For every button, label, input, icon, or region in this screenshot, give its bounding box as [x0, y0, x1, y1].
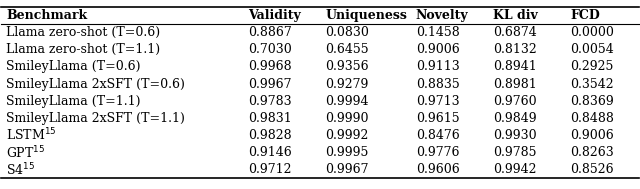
Text: 0.8263: 0.8263 [570, 146, 614, 159]
Text: 0.9760: 0.9760 [493, 95, 536, 108]
Text: 0.9279: 0.9279 [325, 77, 369, 91]
Text: 0.9606: 0.9606 [415, 163, 460, 176]
Text: SmileyLlama 2xSFT (T=1.1): SmileyLlama 2xSFT (T=1.1) [6, 112, 186, 125]
Text: 0.9783: 0.9783 [248, 95, 292, 108]
Text: 0.9113: 0.9113 [415, 60, 460, 74]
Text: 0.8835: 0.8835 [415, 77, 460, 91]
Text: 0.8488: 0.8488 [570, 112, 614, 125]
Text: SmileyLlama 2xSFT (T=0.6): SmileyLlama 2xSFT (T=0.6) [6, 77, 186, 91]
Text: 0.9994: 0.9994 [325, 95, 369, 108]
Text: 0.9990: 0.9990 [325, 112, 369, 125]
Text: 0.0054: 0.0054 [570, 43, 614, 56]
Text: 0.8132: 0.8132 [493, 43, 536, 56]
Text: 0.8369: 0.8369 [570, 95, 614, 108]
Text: 0.6455: 0.6455 [325, 43, 369, 56]
Text: 0.9968: 0.9968 [248, 60, 292, 74]
Text: 0.0000: 0.0000 [570, 26, 614, 39]
Text: Novelty: Novelty [415, 9, 468, 22]
Text: 0.9831: 0.9831 [248, 112, 292, 125]
Text: 0.1458: 0.1458 [415, 26, 460, 39]
Text: KL div: KL div [493, 9, 538, 22]
Text: 0.9942: 0.9942 [493, 163, 536, 176]
Text: Llama zero-shot (T=1.1): Llama zero-shot (T=1.1) [6, 43, 161, 56]
Text: 0.9146: 0.9146 [248, 146, 292, 159]
Text: 0.9849: 0.9849 [493, 112, 536, 125]
Text: GPT$^{15}$: GPT$^{15}$ [6, 144, 45, 161]
Text: 0.9785: 0.9785 [493, 146, 536, 159]
Text: 0.9356: 0.9356 [325, 60, 369, 74]
Text: Uniqueness: Uniqueness [325, 9, 407, 22]
Text: 0.8526: 0.8526 [570, 163, 614, 176]
Text: 0.9992: 0.9992 [325, 129, 369, 142]
Text: LSTM$^{15}$: LSTM$^{15}$ [6, 127, 57, 144]
Text: Llama zero-shot (T=0.6): Llama zero-shot (T=0.6) [6, 26, 161, 39]
Text: 0.9006: 0.9006 [415, 43, 460, 56]
Text: 0.9995: 0.9995 [325, 146, 369, 159]
Text: Validity: Validity [248, 9, 301, 22]
Text: 0.2925: 0.2925 [570, 60, 613, 74]
Text: 0.9967: 0.9967 [325, 163, 369, 176]
Text: 0.9713: 0.9713 [415, 95, 460, 108]
Text: 0.9006: 0.9006 [570, 129, 614, 142]
Text: 0.9930: 0.9930 [493, 129, 536, 142]
Text: FCD: FCD [570, 9, 600, 22]
Text: 0.0830: 0.0830 [325, 26, 369, 39]
Text: SmileyLlama (T=1.1): SmileyLlama (T=1.1) [6, 95, 141, 108]
Text: 0.8867: 0.8867 [248, 26, 292, 39]
Text: 0.8981: 0.8981 [493, 77, 536, 91]
Text: 0.8476: 0.8476 [415, 129, 460, 142]
Text: 0.9828: 0.9828 [248, 129, 292, 142]
Text: 0.7030: 0.7030 [248, 43, 292, 56]
Text: 0.9712: 0.9712 [248, 163, 291, 176]
Text: 0.8941: 0.8941 [493, 60, 536, 74]
Text: 0.3542: 0.3542 [570, 77, 614, 91]
Text: 0.9967: 0.9967 [248, 77, 291, 91]
Text: SmileyLlama (T=0.6): SmileyLlama (T=0.6) [6, 60, 141, 74]
Text: 0.6874: 0.6874 [493, 26, 536, 39]
Text: S4$^{15}$: S4$^{15}$ [6, 161, 36, 178]
Text: 0.9615: 0.9615 [415, 112, 460, 125]
Text: 0.9776: 0.9776 [415, 146, 459, 159]
Text: Benchmark: Benchmark [6, 9, 88, 22]
